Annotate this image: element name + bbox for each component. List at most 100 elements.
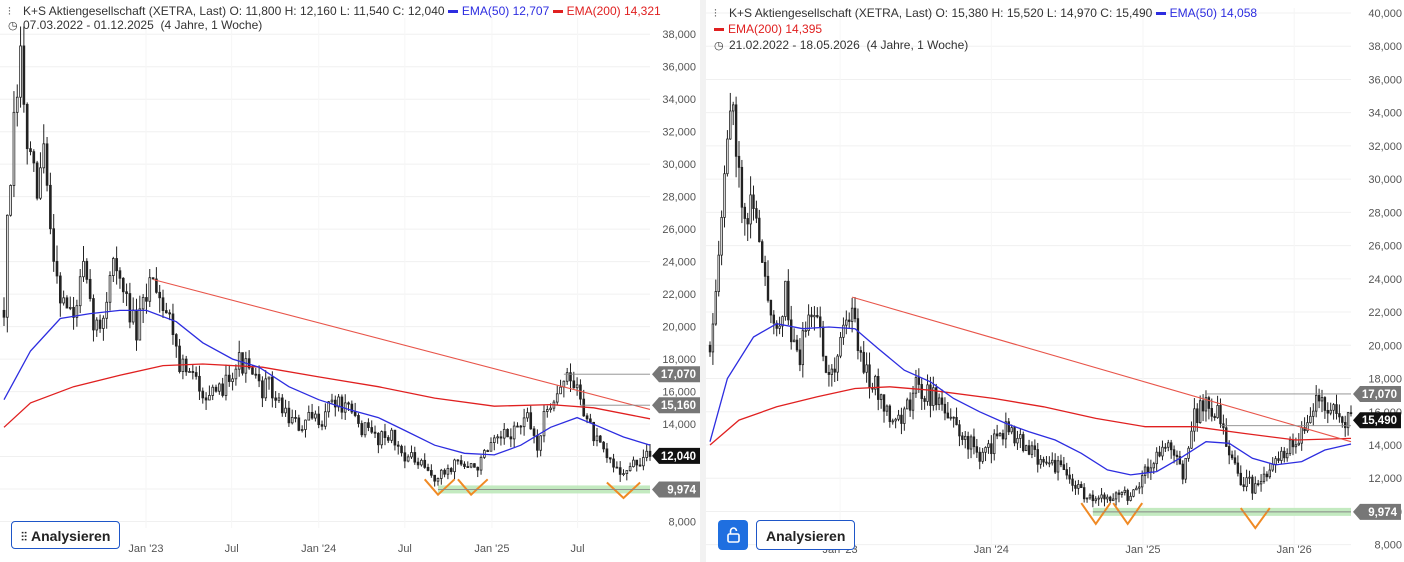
unlock-button[interactable] [718,520,748,550]
candle-body [274,397,277,401]
candle-body [261,380,264,399]
candle-body [612,458,615,468]
chart-panel-right[interactable]: 8,00010,00012,00014,00016,00018,00020,00… [706,0,1404,562]
chart-header-right: ⫶ K+S Aktiengesellschaft (XETRA, Last) O:… [714,6,1257,22]
ema200-row-right: EMA(200) 14,395 [714,22,822,37]
candle-body [732,104,735,112]
candle-body [449,468,453,473]
y-tick-label: 22,000 [1368,307,1402,319]
candle-body [158,291,162,299]
candle-body [737,155,741,168]
candle-body [304,419,307,430]
candle-body [937,397,941,406]
candle-body [128,293,132,323]
candle-body [908,399,912,411]
y-tick-label: 18,000 [1368,374,1402,386]
chart-panel-left[interactable]: 8,00010,00012,00014,00016,00018,00020,00… [0,0,700,562]
pattern-v-marker [457,478,489,497]
candle-body [1140,475,1144,488]
candle-body [198,375,201,392]
candle-body [830,368,834,375]
candle-body [151,277,155,280]
pattern-v-marker [1080,502,1112,526]
candle-body [740,166,744,208]
candle-body [1349,412,1353,415]
price-chart-left[interactable]: 8,00010,00012,00014,00016,00018,00020,00… [0,0,700,562]
candle-body [848,319,851,322]
pattern-v-marker [606,481,641,500]
candle-body [1172,449,1176,456]
analyze-button-right[interactable]: Analysieren [756,520,856,550]
candle-body [396,444,400,447]
candle-body [174,334,178,347]
candle-body [1306,422,1309,432]
candle-body [645,450,648,458]
candle-body [320,424,324,427]
candle-body [327,401,330,413]
candle-body [545,409,549,412]
candle-body [859,350,863,353]
candle-body [1181,463,1184,480]
candle-body [184,358,188,373]
price-level-label: 9,974 [1368,507,1397,519]
candle-body [1042,458,1045,463]
candle-body [1074,484,1077,489]
candle-body [1094,498,1097,502]
candle-body [473,463,476,468]
candle-body [1129,495,1132,501]
candle-body [1007,421,1010,433]
ema50-legend[interactable]: EMA(50) 12,707 [447,4,549,18]
ema200-line [709,386,1352,446]
candle-body [1291,439,1295,448]
candle-body [1158,451,1161,457]
candle-body [1254,483,1257,494]
candle-body [373,431,377,434]
candle-body [1036,449,1039,465]
instrument-title: K+S Aktiengesellschaft (XETRA, Last) [729,6,933,20]
candle-body [598,435,602,443]
candle-body [592,421,595,442]
candle-body [1143,466,1147,477]
candle-body [112,258,115,276]
ema50-legend[interactable]: EMA(50) 14,058 [1155,6,1258,20]
candle-body [115,258,118,272]
y-tick-label: 36,000 [662,62,696,74]
price-chart-right[interactable]: 8,00010,00012,00014,00016,00018,00020,00… [706,0,1404,562]
ema200-legend[interactable]: EMA(200) 14,395 [714,22,822,36]
y-tick-label: 28,000 [1368,207,1402,219]
candle-body [165,310,168,314]
candle-body [406,456,410,462]
candle-body [72,306,75,318]
candle-body [1326,409,1329,414]
candle-body [324,411,327,427]
price-level-label: 17,070 [661,369,696,381]
candle-body [1178,456,1182,465]
resistance-trendline [851,296,1352,443]
candle-body [555,393,559,403]
candle-body [337,396,340,408]
candle-body [420,459,423,466]
pattern-v-marker [1112,502,1144,526]
y-tick-label: 16,000 [662,387,696,399]
candle-body [92,298,95,331]
candle-body [1204,397,1208,412]
ema50-value: 14,058 [1220,6,1258,20]
analyze-button-left[interactable]: ⫶⫶ Analysieren [11,521,121,549]
analyze-label: Analysieren [766,528,846,544]
ema200-legend[interactable]: EMA(200) 14,321 [552,4,661,18]
candle-body [943,403,947,414]
price-level-marker [652,397,700,414]
candle-body [958,424,961,437]
candle-body [59,275,62,304]
candle-body [903,408,906,424]
candle-body [729,110,732,140]
candle-body [906,399,909,410]
candle-body [559,386,562,395]
candle-body [135,309,138,341]
candle-body [572,380,576,389]
candle-body [512,425,516,440]
candle-body [49,184,52,230]
candle-body [539,435,542,451]
candle-body [489,442,493,452]
candle-body [1068,474,1071,480]
